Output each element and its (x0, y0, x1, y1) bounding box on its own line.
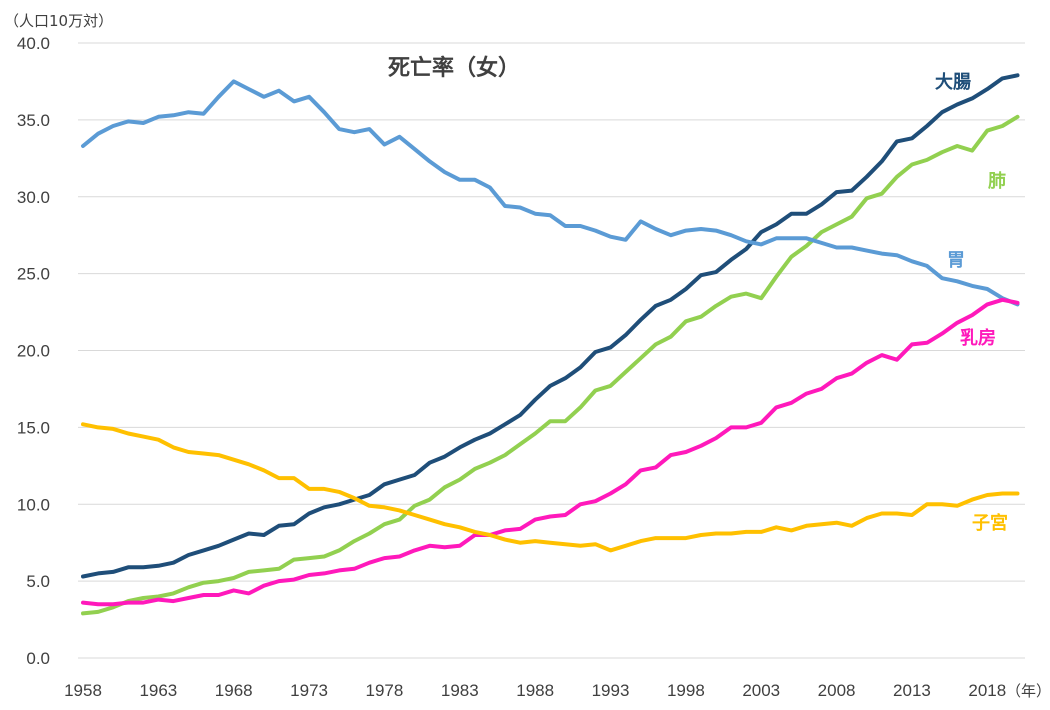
chart-title: 死亡率（女） (388, 55, 520, 81)
series-label-2: 胃 (947, 250, 965, 271)
x-tick-label: 1978 (366, 681, 404, 700)
x-axis-ticks: 1958 1963 1968 1973 1978 1983 1988 1993 1998 2003… (64, 681, 1006, 700)
y-tick-label: 5.0 (26, 572, 50, 591)
y-axis-unit-label: （人口10万対） (4, 12, 113, 30)
y-tick-label: 10.0 (17, 495, 50, 514)
y-tick-label: 0.0 (26, 649, 50, 668)
x-tick-label: 1983 (441, 681, 479, 700)
y-tick-label: 15.0 (17, 418, 50, 437)
series-line-1 (81, 114, 1020, 616)
series-label-1: 肺 (988, 171, 1006, 192)
y-axis-ticks: 0.0 5.0 10.0 15.0 20.0 25.0 30.0 35.0 40.0 (17, 34, 50, 668)
grid-lines (78, 42, 1025, 659)
x-tick-label: 1998 (667, 681, 705, 700)
series-lines (81, 73, 1020, 616)
series-line-0 (81, 73, 1020, 579)
x-tick-label: 1988 (516, 681, 554, 700)
x-tick-label: 1963 (139, 681, 177, 700)
series-line-3 (81, 297, 1020, 607)
y-tick-label: 20.0 (17, 342, 50, 361)
x-tick-label: 2013 (893, 681, 931, 700)
y-tick-label: 35.0 (17, 111, 50, 130)
y-tick-label: 40.0 (17, 34, 50, 53)
x-tick-label: 1973 (290, 681, 328, 700)
x-tick-label: 2008 (818, 681, 856, 700)
x-tick-label: 2003 (742, 681, 780, 700)
x-tick-label: 2018 (968, 681, 1006, 700)
series-label-0: 大腸 (935, 71, 971, 93)
x-axis-unit-label: （年） (1006, 682, 1050, 700)
x-tick-label: 1958 (64, 681, 102, 700)
series-label-3: 乳房 (960, 327, 996, 349)
series-label-4: 子宮 (972, 512, 1008, 534)
series-line-4 (81, 422, 1020, 553)
series-line-2 (81, 79, 1020, 307)
y-tick-label: 25.0 (17, 265, 50, 284)
x-tick-label: 1968 (215, 681, 253, 700)
y-tick-label: 30.0 (17, 188, 50, 207)
x-tick-label: 1993 (592, 681, 630, 700)
